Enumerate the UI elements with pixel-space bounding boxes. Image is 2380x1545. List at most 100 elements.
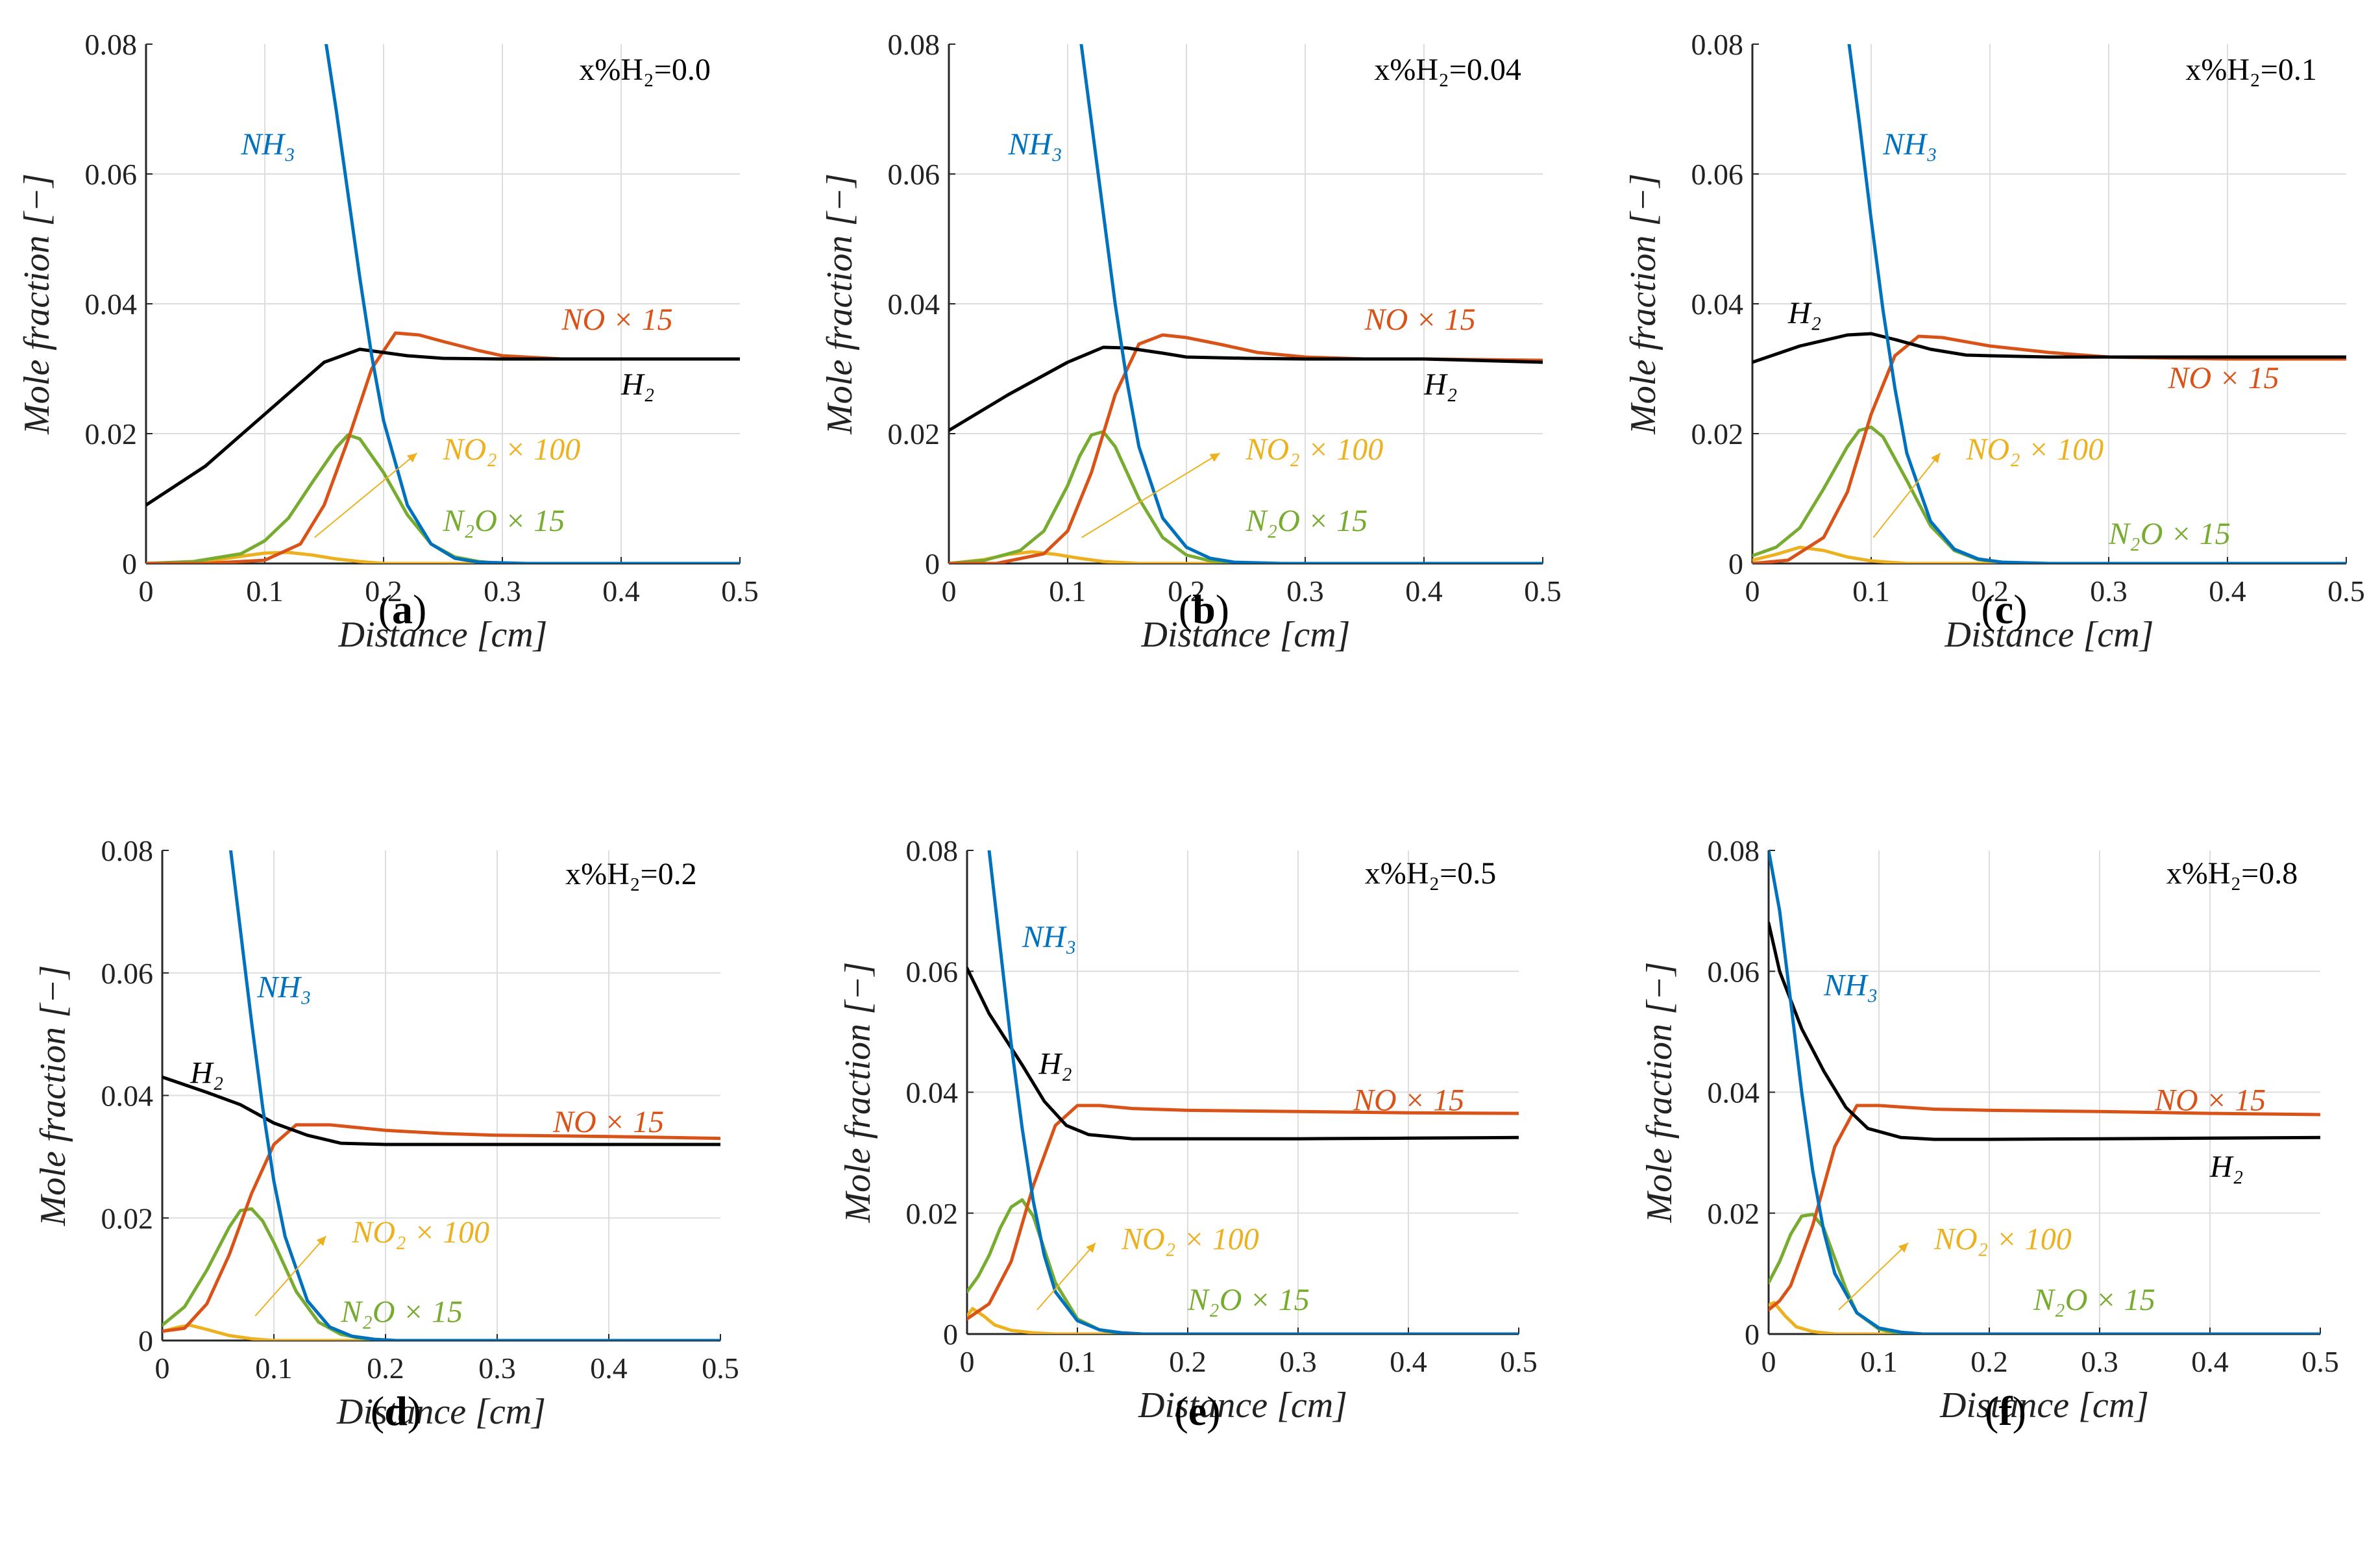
no2-arrow-head bbox=[1898, 1242, 1908, 1253]
x-tick-label: 0.1 bbox=[1059, 1345, 1096, 1378]
panel-d: 0 0.1 0.2 0.3 0.4 0.5 0 0.02 0.04 0.06 0.08 Distanc… bbox=[33, 834, 739, 1434]
series-line-no bbox=[162, 1123, 720, 1333]
y-tick-label: 0.04 bbox=[101, 1080, 154, 1113]
x-tick-label: 0.3 bbox=[478, 1352, 516, 1385]
x-tick-label: 0.5 bbox=[702, 1352, 739, 1385]
series-line-h2 bbox=[162, 1075, 720, 1146]
series-label-no: NO × 15 bbox=[552, 1105, 664, 1139]
series-line-nh3 bbox=[228, 850, 720, 1341]
y-tick-label: 0 bbox=[925, 547, 940, 580]
x-tick-label: 0.4 bbox=[2191, 1345, 2229, 1378]
series-label-no: NO × 15 bbox=[1353, 1083, 1464, 1117]
x-tick-label: 0.4 bbox=[2209, 575, 2246, 608]
x-tick-label: 0.4 bbox=[602, 575, 640, 608]
no2-arrow-head bbox=[406, 453, 417, 463]
series-label-n2o: N₂O × 15 bbox=[340, 1295, 463, 1329]
x-axis-label: Distance [cm] bbox=[1939, 1385, 2149, 1426]
y-tick-label: 0.02 bbox=[1691, 417, 1744, 451]
x-tick-label: 0.1 bbox=[1852, 575, 1890, 608]
y-tick-label: 0 bbox=[943, 1318, 958, 1351]
x-tick-label: 0.1 bbox=[246, 575, 284, 608]
no2-arrow-head bbox=[1086, 1242, 1096, 1254]
x-tick-label: 0.4 bbox=[1390, 1345, 1427, 1378]
x-tick-label: 0.2 bbox=[1169, 1345, 1207, 1378]
series-label-h2: H₂ bbox=[620, 367, 654, 402]
y-tick-label: 0.08 bbox=[101, 834, 154, 867]
series-label-no2: NO₂ × 100 bbox=[1933, 1222, 2072, 1257]
condition-label: x%H₂=0.0 bbox=[579, 53, 710, 87]
y-tick-label: 0.02 bbox=[888, 417, 940, 451]
x-axis-label: Distance [cm] bbox=[1138, 1385, 1347, 1426]
y-tick-label: 0.06 bbox=[1708, 955, 1760, 988]
y-tick-label: 0.02 bbox=[906, 1197, 959, 1230]
x-tick-label: 0.3 bbox=[1279, 1345, 1317, 1378]
y-tick-label: 0 bbox=[1745, 1318, 1760, 1351]
y-tick-label: 0.06 bbox=[1691, 158, 1744, 191]
series-line-no2 bbox=[146, 550, 740, 563]
x-axis-label: Distance [cm] bbox=[1944, 615, 2154, 655]
x-tick-label: 0.3 bbox=[484, 575, 521, 608]
y-tick-label: 0.04 bbox=[1708, 1076, 1760, 1109]
x-tick-label: 0 bbox=[155, 1352, 170, 1385]
y-tick-label: 0.04 bbox=[85, 288, 138, 321]
x-tick-label: 0.4 bbox=[1405, 575, 1443, 608]
x-tick-label: 0.3 bbox=[2081, 1345, 2118, 1378]
panel-label: (f) bbox=[1985, 1388, 2026, 1434]
series-label-nh3: NH₃ bbox=[256, 970, 311, 1005]
series-label-h2: H₂ bbox=[190, 1056, 223, 1091]
y-tick-label: 0.04 bbox=[888, 288, 940, 321]
y-tick-label: 0.08 bbox=[85, 28, 138, 61]
series-label-h2: H₂ bbox=[2209, 1150, 2243, 1184]
x-tick-label: 0.1 bbox=[255, 1352, 293, 1385]
y-axis-label: Mole fraction [−] bbox=[33, 965, 73, 1227]
x-tick-label: 0.1 bbox=[1860, 1345, 1898, 1378]
series-line-no bbox=[1769, 1104, 2320, 1312]
x-tick-label: 0 bbox=[139, 575, 154, 608]
x-tick-label: 0.5 bbox=[1524, 575, 1562, 608]
series-label-h2: H₂ bbox=[1038, 1047, 1072, 1082]
y-tick-label: 0.02 bbox=[85, 417, 138, 451]
y-tick-label: 0 bbox=[138, 1324, 153, 1357]
no2-arrow-head bbox=[1930, 453, 1941, 464]
x-tick-label: 0.5 bbox=[721, 575, 759, 608]
panel-label: (e) bbox=[1174, 1388, 1220, 1434]
panel-label: (c) bbox=[1981, 586, 2027, 632]
series-line-no2 bbox=[1769, 1301, 2320, 1334]
series-label-nh3: NH₃ bbox=[240, 127, 295, 162]
x-tick-label: 0.3 bbox=[2090, 575, 2128, 608]
series-line-nh3 bbox=[1079, 44, 1543, 563]
series-line-h2 bbox=[1752, 332, 2346, 364]
no2-annotation-arrow bbox=[1081, 452, 1221, 538]
series-label-no2: NO₂ × 100 bbox=[351, 1215, 489, 1250]
panel-b: 0 0.1 0.2 0.3 0.4 0.5 0 0.02 0.04 0.06 0.08 Distanc… bbox=[820, 28, 1562, 655]
panel-label: (a) bbox=[378, 586, 427, 632]
series-label-n2o: N₂O × 15 bbox=[443, 504, 565, 538]
y-axis-label: Mole fraction [−] bbox=[1639, 962, 1680, 1224]
no2-arrow-head bbox=[316, 1236, 326, 1246]
series-line-nh3 bbox=[1847, 44, 2346, 563]
series-label-no: NO × 15 bbox=[2168, 361, 2279, 395]
y-axis-label: Mole fraction [−] bbox=[17, 173, 57, 435]
series-label-no: NO × 15 bbox=[2154, 1083, 2266, 1117]
y-tick-label: 0.06 bbox=[85, 158, 138, 191]
y-tick-label: 0.08 bbox=[1708, 834, 1760, 867]
y-tick-label: 0 bbox=[1728, 547, 1743, 580]
x-tick-label: 0 bbox=[1745, 575, 1760, 608]
series-label-h2: H₂ bbox=[1423, 367, 1457, 402]
y-tick-label: 0.06 bbox=[906, 955, 959, 988]
series-line-nh3 bbox=[325, 44, 740, 563]
x-tick-label: 0.5 bbox=[1500, 1345, 1538, 1378]
series-line-nh3 bbox=[1769, 850, 2320, 1334]
x-tick-label: 0.5 bbox=[2301, 1345, 2339, 1378]
panel-c: 0 0.1 0.2 0.3 0.4 0.5 0 0.02 0.04 0.06 0.08 Distanc… bbox=[1623, 28, 2365, 655]
series-label-n2o: N₂O × 15 bbox=[2108, 517, 2231, 551]
no2-arrow-head bbox=[1209, 453, 1220, 462]
series-label-no: NO × 15 bbox=[561, 303, 673, 337]
series-label-n2o: N₂O × 15 bbox=[1187, 1283, 1310, 1317]
panel-label: (b) bbox=[1179, 586, 1229, 632]
no2-annotation-arrow bbox=[1872, 452, 1941, 538]
series-line-h2 bbox=[949, 345, 1543, 432]
x-tick-label: 0.3 bbox=[1286, 575, 1324, 608]
no2-annotation-arrow bbox=[254, 1235, 327, 1316]
y-tick-label: 0.04 bbox=[906, 1076, 959, 1109]
